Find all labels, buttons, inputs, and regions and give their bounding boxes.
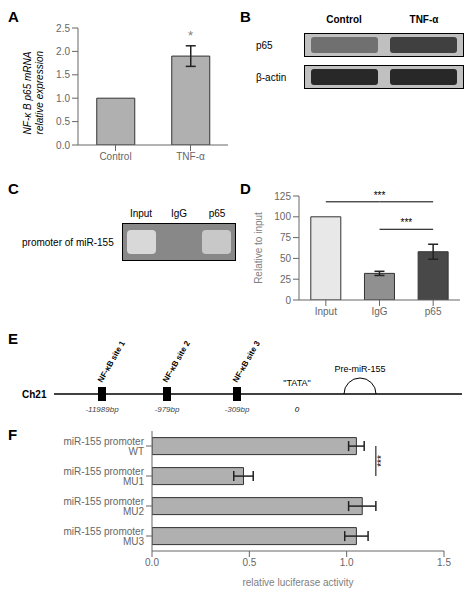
svg-text:miR-155 promoterMU1: miR-155 promoterMU1 bbox=[63, 466, 144, 487]
html-text:Control: Control bbox=[326, 14, 362, 25]
svg-text:0.5: 0.5 bbox=[242, 557, 256, 568]
svg-text:Ch21: Ch21 bbox=[22, 389, 47, 400]
svg-text:0: 0 bbox=[295, 405, 300, 414]
svg-text:0.0: 0.0 bbox=[145, 557, 159, 568]
svg-text:Pre-miR-155: Pre-miR-155 bbox=[334, 364, 385, 374]
svg-text:*: * bbox=[188, 28, 193, 43]
svg-text:-309bp: -309bp bbox=[225, 405, 250, 414]
svg-text:75: 75 bbox=[280, 232, 292, 243]
svg-text:NF-κB site 1: NF-κB site 1 bbox=[96, 339, 127, 384]
svg-text:"TATA": "TATA" bbox=[283, 378, 310, 388]
svg-text:1.5: 1.5 bbox=[437, 557, 451, 568]
svg-text:Input: Input bbox=[315, 306, 337, 317]
svg-text:NF-κB site 3: NF-κB site 3 bbox=[231, 339, 262, 384]
html-text:F: F bbox=[8, 426, 18, 443]
svg-text:relative luciferase activity: relative luciferase activity bbox=[242, 577, 353, 588]
svg-text:Relative to input: Relative to input bbox=[253, 212, 264, 284]
svg-text:miR-155 promoterWT: miR-155 promoterWT bbox=[63, 436, 144, 457]
html-text:IgG: IgG bbox=[170, 208, 188, 219]
svg-text:1.0: 1.0 bbox=[56, 93, 70, 104]
svg-text:-11989bp: -11989bp bbox=[85, 405, 119, 414]
svg-text:IgG: IgG bbox=[371, 306, 387, 317]
svg-text:NF-κB site 2: NF-κB site 2 bbox=[161, 339, 192, 384]
svg-text:TNF-α: TNF-α bbox=[176, 151, 205, 162]
svg-text:2.5: 2.5 bbox=[56, 23, 70, 34]
svg-text:***: *** bbox=[374, 190, 386, 201]
svg-text:0: 0 bbox=[285, 295, 291, 306]
html-text:p65: p65 bbox=[256, 39, 273, 51]
svg-text:miR-155 promoterMU2: miR-155 promoterMU2 bbox=[63, 496, 144, 517]
html-text:D: D bbox=[240, 180, 251, 197]
html-text:TNF-α: TNF-α bbox=[409, 14, 439, 25]
html-text:B: B bbox=[240, 8, 251, 25]
svg-text:-979bp: -979bp bbox=[155, 405, 180, 414]
html-text:C: C bbox=[8, 180, 19, 197]
svg-text:***: *** bbox=[400, 217, 412, 228]
svg-text:0.5: 0.5 bbox=[56, 116, 70, 127]
html-text:E: E bbox=[8, 330, 18, 347]
svg-text:50: 50 bbox=[280, 253, 292, 264]
svg-text:100: 100 bbox=[274, 211, 291, 222]
svg-text:miR-155 promoterMU3: miR-155 promoterMU3 bbox=[63, 526, 144, 547]
html-text:promoter of miR-155: promoter of miR-155 bbox=[22, 236, 114, 248]
html-text:A: A bbox=[8, 8, 19, 25]
html-text:NF-κ B p65 mRNA relative expre: NF-κ B p65 mRNA relative expression bbox=[22, 51, 45, 135]
svg-text:p65: p65 bbox=[425, 306, 442, 317]
svg-text:***: *** bbox=[376, 455, 387, 467]
html-text:β-actin: β-actin bbox=[256, 71, 287, 83]
svg-text:0.0: 0.0 bbox=[56, 140, 70, 151]
html-text:Input: Input bbox=[129, 208, 153, 219]
svg-text:125: 125 bbox=[274, 191, 291, 202]
svg-text:Control: Control bbox=[99, 151, 131, 162]
svg-text:2.0: 2.0 bbox=[56, 46, 70, 57]
svg-text:1.0: 1.0 bbox=[340, 557, 354, 568]
svg-text:25: 25 bbox=[280, 274, 292, 285]
svg-text:1.5: 1.5 bbox=[56, 69, 70, 80]
html-text:p65: p65 bbox=[208, 208, 226, 219]
